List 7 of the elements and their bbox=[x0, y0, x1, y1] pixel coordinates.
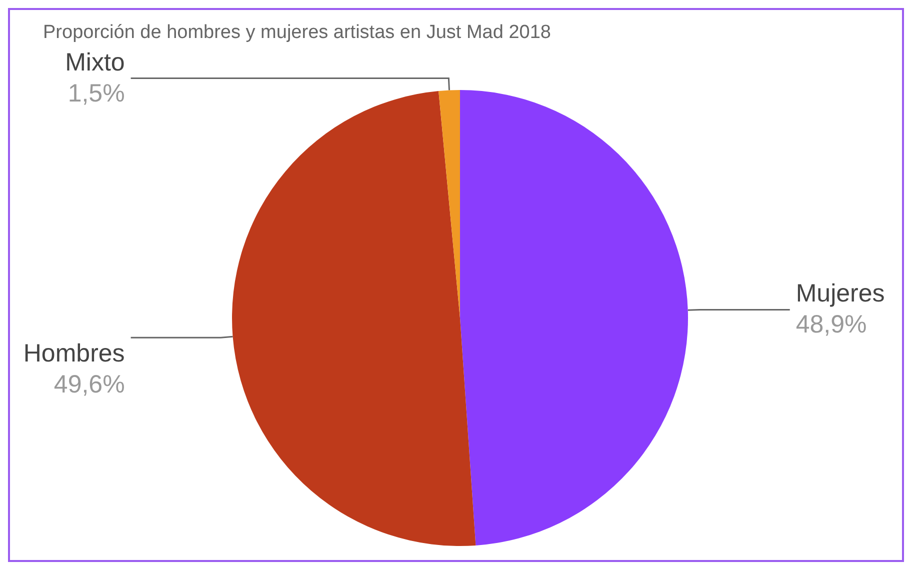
slice-label: Hombres bbox=[23, 340, 125, 368]
chart-title: Proporción de hombres y mujeres artistas en Just Mad 2018 bbox=[43, 22, 551, 43]
data-label: 48,9% bbox=[796, 310, 867, 339]
slice-label: Mujeres bbox=[796, 280, 885, 308]
slice-label: Mixto bbox=[65, 48, 125, 76]
data-label: 1,5% bbox=[68, 79, 125, 108]
data-label: 49,6% bbox=[54, 370, 125, 399]
